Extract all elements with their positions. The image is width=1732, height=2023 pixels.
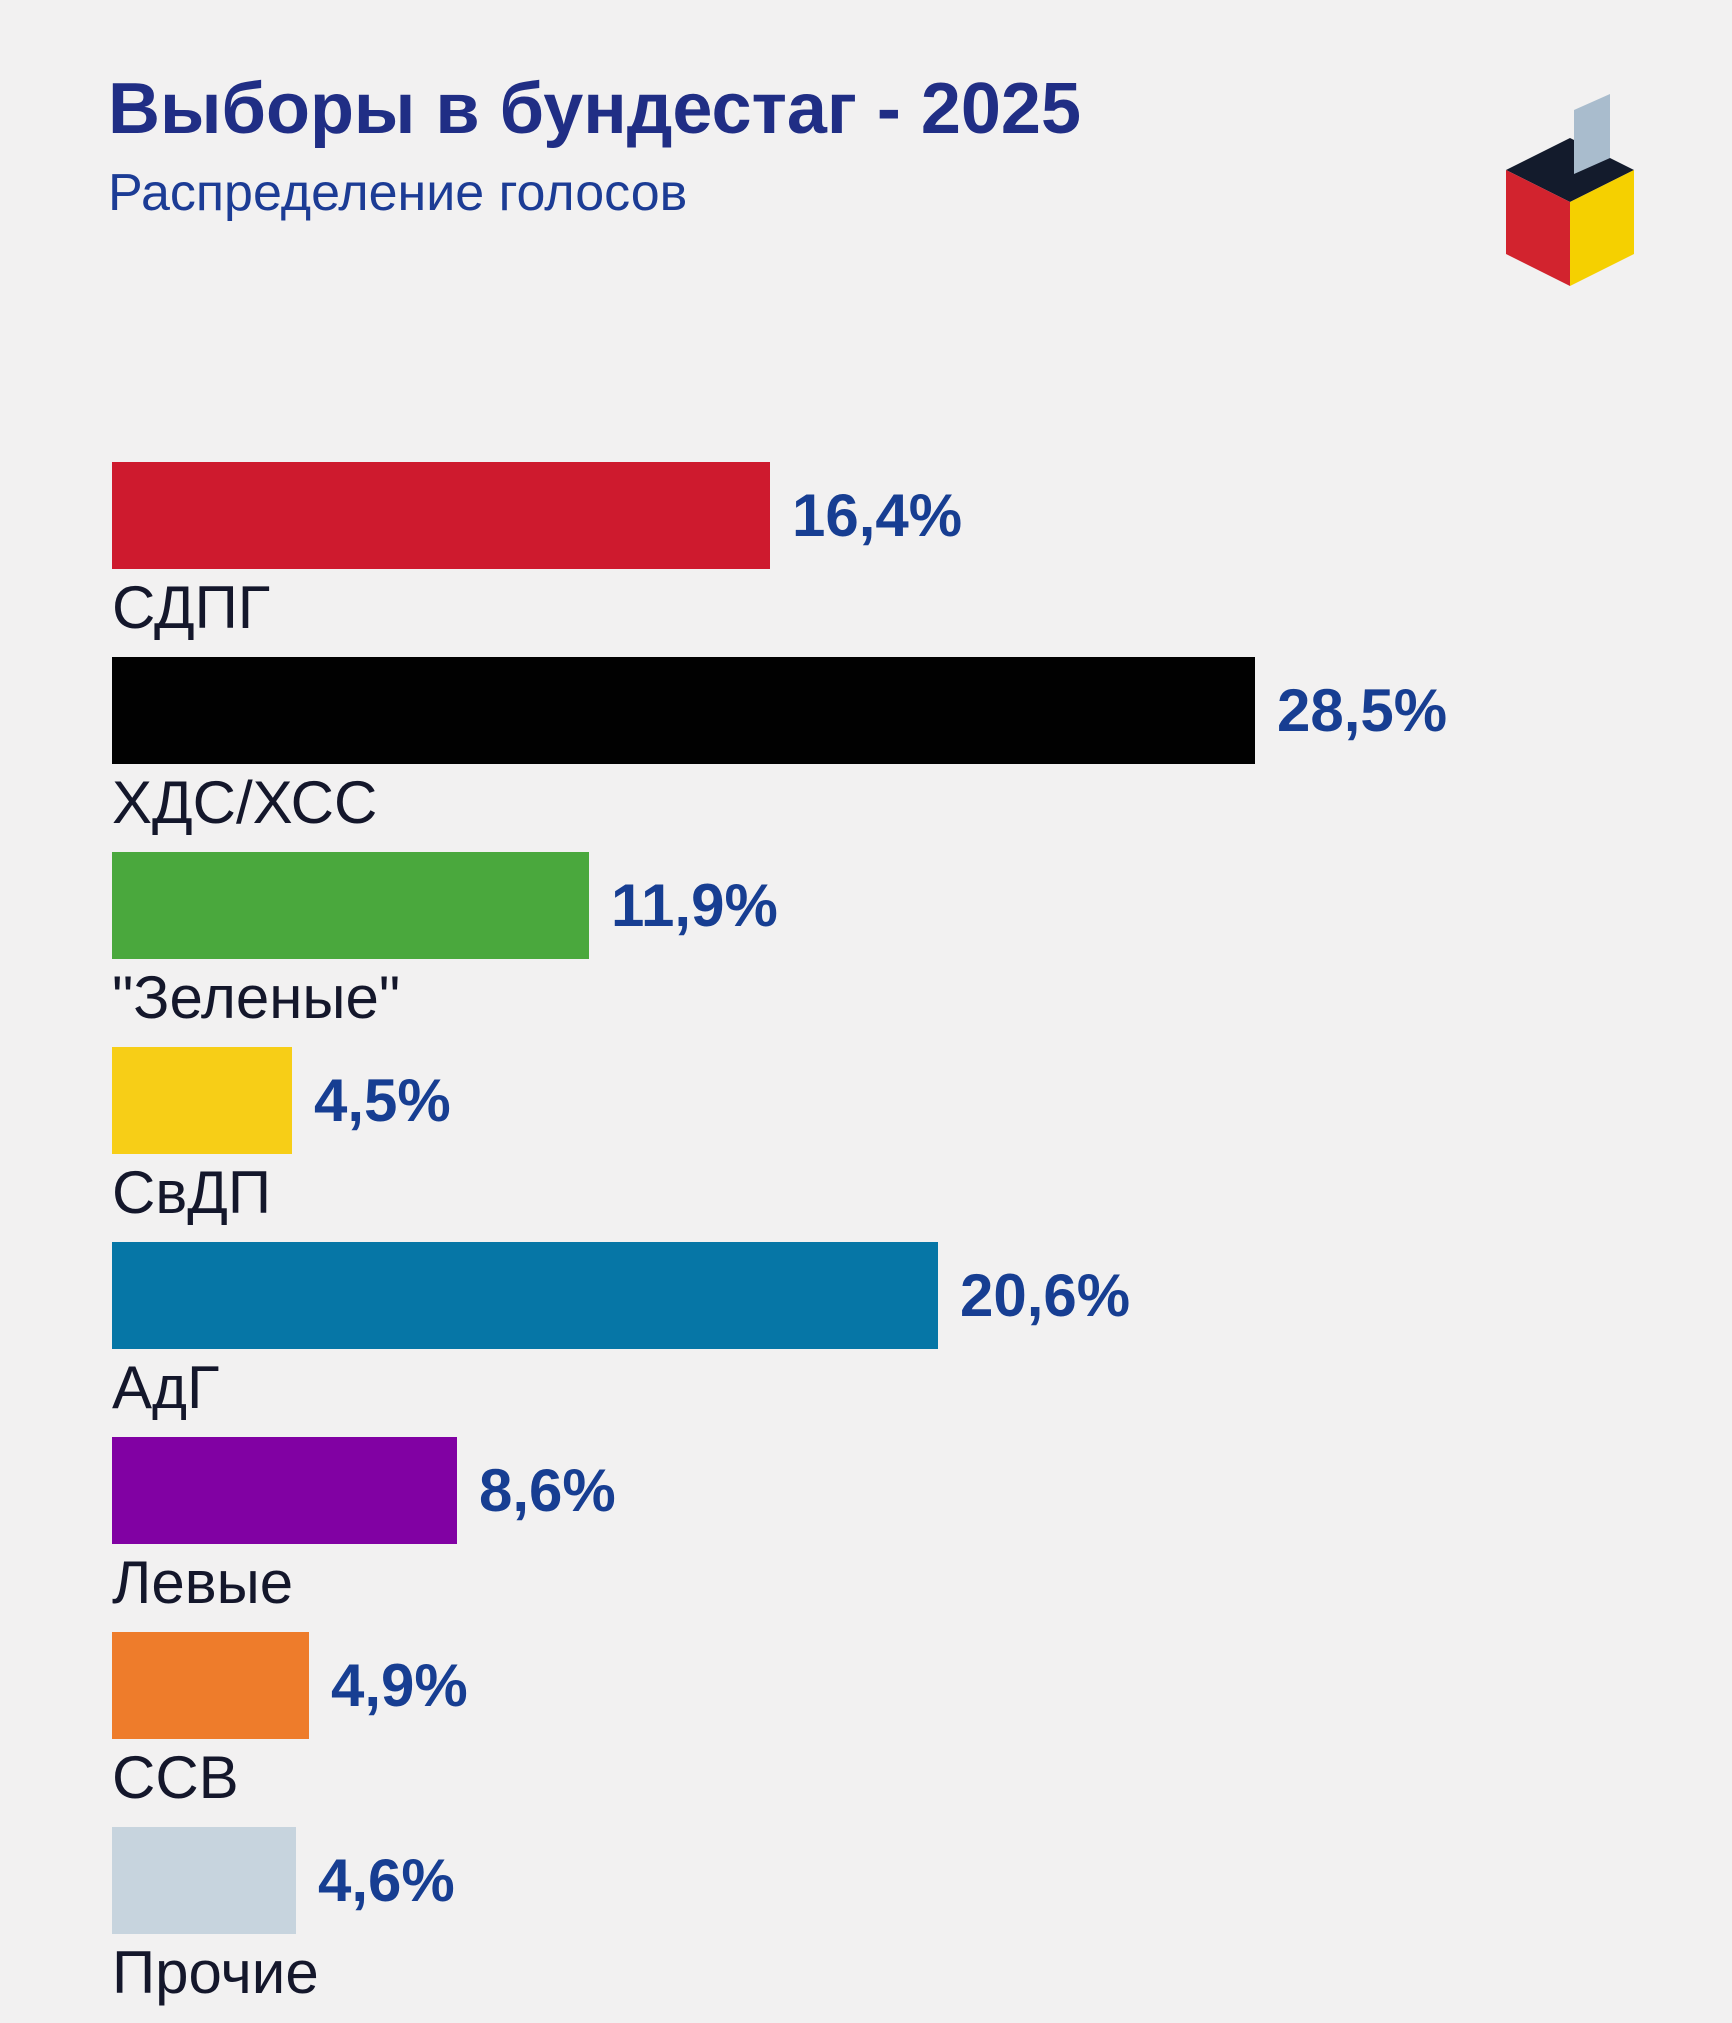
category-label: ХДС/ХСС xyxy=(112,768,378,836)
value-label: 4,5% xyxy=(314,1066,451,1134)
bar xyxy=(112,1046,292,1154)
value-label: 4,6% xyxy=(318,1846,455,1914)
bar xyxy=(112,851,589,959)
bar xyxy=(112,656,1255,764)
bar-line: 20,6% xyxy=(112,1241,1732,1349)
bar-line: 4,6% xyxy=(112,1826,1732,1934)
chart-row: 4,6% Прочие xyxy=(112,1826,1732,2022)
chart-row: 4,5% СвДП xyxy=(112,1046,1732,1242)
bar-line: 28,5% xyxy=(112,656,1732,764)
bar xyxy=(112,1826,296,1934)
value-label: 16,4% xyxy=(792,481,963,549)
page-title: Выборы в бундестаг - 2025 xyxy=(108,69,1082,149)
value-label: 28,5% xyxy=(1277,676,1448,744)
category-label: АдГ xyxy=(112,1353,220,1421)
chart-row: 4,9% ССВ xyxy=(112,1631,1732,1827)
chart-row: 20,6% АдГ xyxy=(112,1241,1732,1437)
category-label: Левые xyxy=(112,1548,294,1616)
ballot-box-right-face xyxy=(1570,170,1634,286)
ballot-paper xyxy=(1574,94,1610,174)
bar xyxy=(112,1436,457,1544)
chart-row: 28,5% ХДС/ХСС xyxy=(112,656,1732,852)
category-label: Прочие xyxy=(112,1938,319,2006)
chart-row: 8,6% Левые xyxy=(112,1436,1732,1632)
category-label: ССВ xyxy=(112,1743,239,1811)
value-label: 11,9% xyxy=(611,871,778,939)
value-label: 8,6% xyxy=(479,1456,616,1524)
category-label: СвДП xyxy=(112,1158,271,1226)
bar xyxy=(112,461,770,569)
value-label: 20,6% xyxy=(960,1261,1131,1329)
value-label: 4,9% xyxy=(331,1651,468,1719)
ballot-box-icon xyxy=(1506,94,1634,286)
bar-line: 4,5% xyxy=(112,1046,1732,1154)
chart-row: 16,4% СДПГ xyxy=(112,461,1732,657)
bar-line: 11,9% xyxy=(112,851,1732,959)
bar-chart: 16,4% СДПГ 28,5% ХДС/ХСС 11,9% "Зеленые" 4,5% С… xyxy=(112,461,1732,2022)
bar-line: 8,6% xyxy=(112,1436,1732,1544)
header: Выборы в бундестаг - 2025 Распределение … xyxy=(0,0,1732,224)
chart-row: 11,9% "Зеленые" xyxy=(112,851,1732,1047)
category-label: "Зеленые" xyxy=(112,963,401,1031)
bar xyxy=(112,1631,309,1739)
category-label: СДПГ xyxy=(112,573,271,641)
bar-line: 16,4% xyxy=(112,461,1732,569)
bar-line: 4,9% xyxy=(112,1631,1732,1739)
page-subtitle: Распределение голосов xyxy=(108,163,688,222)
bar xyxy=(112,1241,938,1349)
ballot-box-left-face xyxy=(1506,170,1570,286)
